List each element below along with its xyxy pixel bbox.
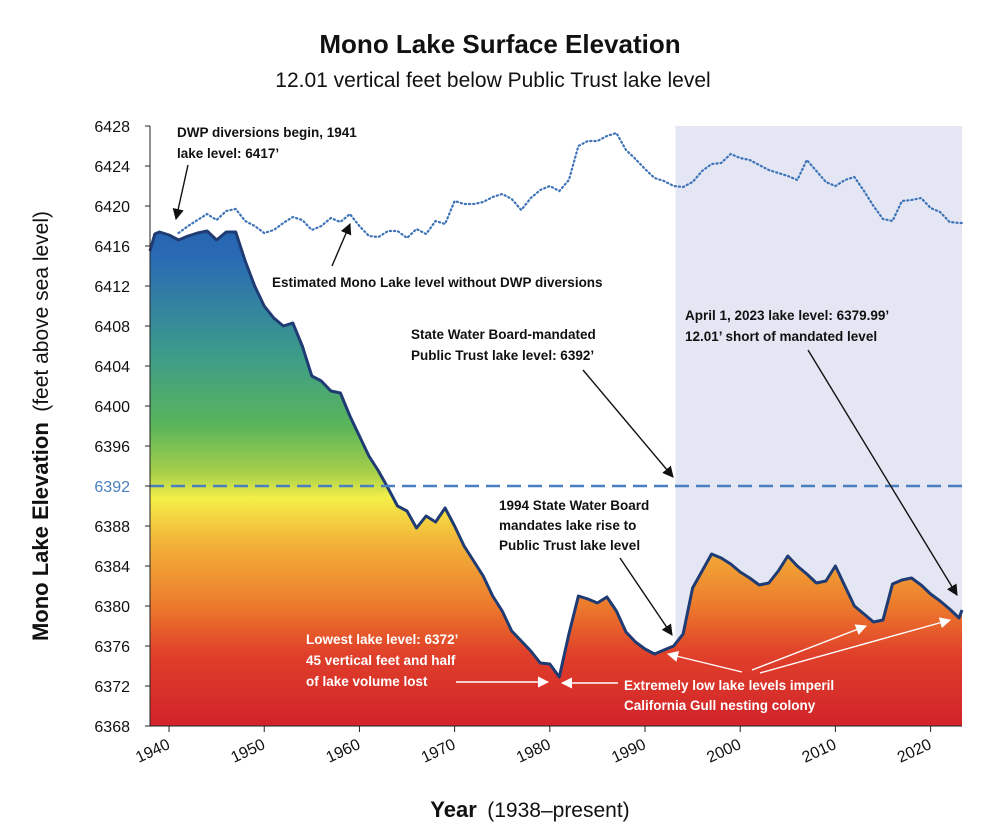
- x-axis-label-bold: Year: [430, 797, 477, 822]
- x-tick-label: 1990: [609, 736, 649, 766]
- chart-subtitle: 12.01 vertical feet below Public Trust l…: [275, 69, 710, 92]
- x-tick-label: 1940: [133, 736, 173, 766]
- annotation-gull-line1: Extremely low lake levels imperil: [624, 678, 834, 693]
- y-axis-label-normal: (feet above sea level): [30, 211, 53, 412]
- lake-level-series-line: [148, 229, 964, 679]
- x-tick-label: 2020: [895, 736, 935, 766]
- y-tick-label: 6368: [94, 719, 130, 736]
- x-tick-label: 2010: [800, 736, 840, 766]
- annotation-estimated-arrow: [331, 222, 352, 267]
- annotation-mandate-line2: mandates lake rise to: [499, 518, 636, 533]
- annotation-april-arrow: [807, 349, 958, 596]
- y-tick-label: 6396: [94, 439, 130, 456]
- y-tick-label: 6428: [94, 119, 130, 136]
- annotation-lowest-line3: of lake volume lost: [306, 674, 428, 689]
- x-tick-label: 1960: [324, 736, 364, 766]
- annotation-gull-arrow-4: [759, 617, 952, 674]
- chart-title: Mono Lake Surface Elevation: [319, 29, 680, 59]
- annotation-gull-arrow-2: [666, 650, 743, 673]
- y-tick-label: 6404: [94, 359, 130, 376]
- annotation-mandate-arrow: [619, 557, 673, 636]
- x-tick-label: 2000: [704, 736, 744, 766]
- y-tick-label: 6392: [94, 479, 130, 496]
- x-tick-label: 1980: [514, 736, 554, 766]
- x-tick-labels: 1940 1950 1960 1970 1980 1990 2000 2010 2020: [133, 726, 934, 767]
- annotation-board-line1: State Water Board-mandated: [411, 327, 596, 342]
- y-tick-label: 6408: [94, 319, 130, 336]
- annotation-dwp-arrow: [172, 164, 189, 221]
- y-tick-label: 6400: [94, 399, 130, 416]
- y-tick-label: 6412: [94, 279, 130, 296]
- annotation-april-line1: April 1, 2023 lake level: 6379.99’: [685, 308, 889, 323]
- annotation-estimated-label: Estimated Mono Lake level without DWP di…: [272, 275, 603, 290]
- y-tick-label: 6388: [94, 519, 130, 536]
- x-tick-label: 1970: [419, 736, 459, 766]
- annotation-gull-line2: California Gull nesting colony: [624, 698, 816, 713]
- annotation-dwp-line1: DWP diversions begin, 1941: [177, 125, 357, 140]
- annotation-dwp-line2: lake level: 6417’: [177, 146, 279, 161]
- y-axis-label-bold: Mono Lake Elevation: [28, 422, 53, 641]
- y-tick-label: 6424: [94, 159, 130, 176]
- lake-level-area: [150, 231, 962, 726]
- annotation-board-line2: Public Trust lake level: 6392’: [411, 348, 594, 363]
- annotation-gull-arrow-3: [751, 624, 868, 671]
- y-tick-label: 6376: [94, 639, 130, 656]
- annotation-lowest-line1: Lowest lake level: 6372’: [306, 632, 458, 647]
- x-axis-label: Year (1938–present): [430, 797, 629, 822]
- annotation-mandate-line1: 1994 State Water Board: [499, 498, 649, 513]
- y-axis-label: Mono Lake Elevation (feet above sea leve…: [28, 211, 53, 641]
- annotation-april-line2: 12.01’ short of mandated level: [685, 329, 877, 344]
- annotation-mandate-line3: Public Trust lake level: [499, 538, 640, 553]
- estimated-level-series-line: [177, 131, 964, 240]
- y-tick-label: 6372: [94, 679, 130, 696]
- x-tick-label: 1950: [228, 736, 268, 766]
- y-tick-label: 6420: [94, 199, 130, 216]
- y-tick-labels: 6368 6372 6376 6380 6384 6388 6392 6396 6400 6404…: [94, 119, 150, 736]
- y-tick-label: 6384: [94, 559, 130, 576]
- y-tick-label: 6380: [94, 599, 130, 616]
- annotation-lowest-line2: 45 vertical feet and half: [306, 653, 456, 668]
- annotation-board-arrow: [582, 369, 674, 478]
- y-tick-label: 6416: [94, 239, 130, 256]
- x-axis-label-normal: (1938–present): [487, 799, 629, 822]
